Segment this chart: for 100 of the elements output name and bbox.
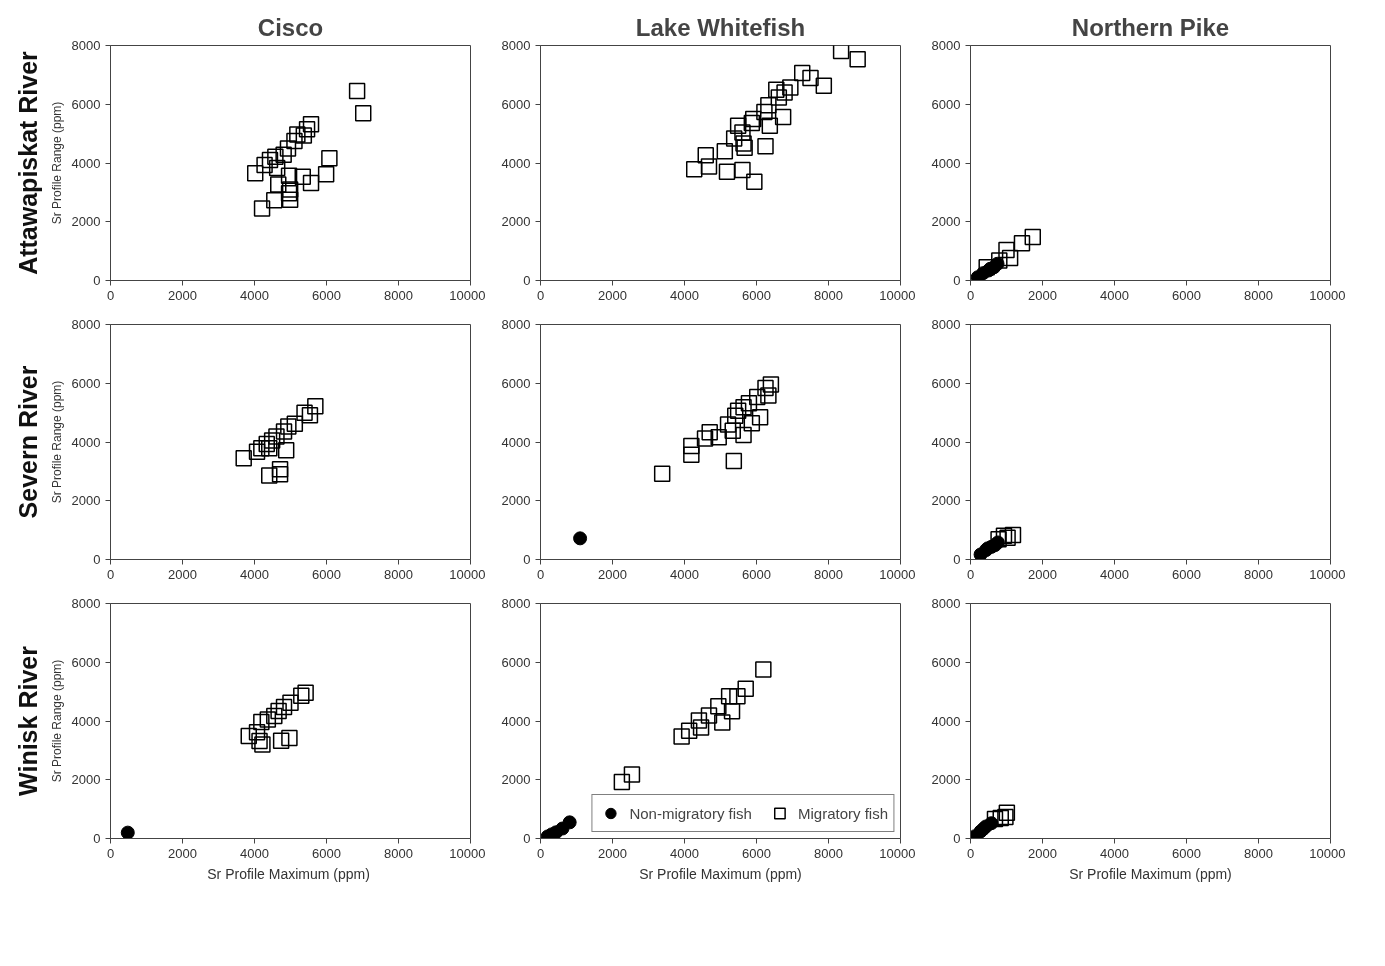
x-tick-label: 6000 [742,845,771,861]
y-tick-label: 0 [523,273,531,288]
point [735,426,752,444]
point [348,82,366,100]
point [718,163,736,181]
point [774,108,792,126]
y-tick-label: 4000 [501,155,531,171]
chart-title: Cisco [257,13,324,41]
y-axis-title: Sr Profile Range (ppm) [49,380,64,504]
point [261,467,278,484]
point [720,688,738,705]
y-tick-label: 2000 [931,214,961,230]
y-tick-label: 8000 [931,38,961,53]
point [301,407,319,424]
point [1001,249,1019,267]
point [317,165,335,183]
point [696,430,714,447]
y-tick-label: 2000 [71,493,101,509]
point [235,449,252,467]
y-tick-label: 0 [523,831,531,846]
x-tick-label: 10000 [449,566,486,582]
x-tick-label: 4000 [240,287,269,303]
x-tick-label: 6000 [1172,845,1201,861]
x-tick-label: 2000 [1028,566,1057,582]
point [263,432,281,449]
point [251,732,268,750]
point [281,729,298,747]
x-tick-label: 8000 [1244,566,1273,582]
x-tick-label: 4000 [670,845,699,861]
point [286,415,304,433]
x-tick-label: 6000 [742,566,771,582]
x-tick-label: 10000 [1309,845,1346,861]
point [298,120,316,138]
point [849,51,866,68]
point [748,388,766,406]
y-tick-label: 8000 [931,317,961,332]
point [354,105,372,122]
y-tick-label: 4000 [931,713,961,729]
point [683,446,700,463]
point [271,466,289,483]
point [832,45,850,60]
point [746,173,763,191]
y-tick-label: 6000 [501,654,531,670]
point [1004,526,1022,544]
point [815,77,833,94]
point [295,127,313,144]
point [760,96,777,114]
point [714,714,731,731]
text: Winisk River [13,645,42,796]
y-tick-label: 2000 [501,493,531,509]
y-tick-label: 6000 [71,654,101,670]
point [268,159,286,177]
point [725,452,743,470]
x-tick-label: 6000 [742,287,771,303]
y-tick-label: 6000 [71,96,101,112]
y-tick-label: 2000 [501,214,531,230]
point [756,103,773,121]
point [723,703,741,720]
point [755,661,772,678]
y-tick-label: 0 [93,273,101,288]
x-tick-label: 4000 [670,566,699,582]
legend-label: Non-migratory fish [629,804,752,822]
point [673,728,690,745]
x-tick-label: 4000 [670,287,699,303]
x-tick-label: 2000 [1028,845,1057,861]
y-tick-label: 2000 [931,493,961,509]
point [321,150,338,167]
point [725,130,743,147]
x-tick-label: 8000 [384,845,413,861]
x-tick-label: 8000 [814,566,843,582]
point [716,143,734,160]
x-tick-label: 8000 [814,287,843,303]
point [248,723,266,741]
point [307,397,324,415]
x-tick-label: 6000 [1172,566,1201,582]
point [697,147,714,164]
y-tick-label: 6000 [501,96,531,112]
text: Severn River [13,365,42,519]
x-tick-label: 6000 [1172,287,1201,303]
point [289,126,306,143]
y-tick-label: 4000 [931,155,961,171]
y-tick-label: 2000 [931,772,961,788]
point [735,135,752,152]
point [710,698,727,715]
point [275,146,292,164]
x-tick-label: 8000 [1244,845,1273,861]
y-tick-label: 6000 [931,654,961,670]
point [782,79,799,96]
y-tick-label: 8000 [71,596,101,611]
y-tick-label: 4000 [501,713,531,729]
point [700,707,718,724]
point [737,680,754,697]
point [275,423,293,440]
y-tick-label: 2000 [71,214,101,230]
y-tick-label: 8000 [931,596,961,611]
chart-title: Northern Pike [1071,13,1230,41]
point [282,694,299,712]
point [793,64,811,82]
point [729,402,747,420]
y-tick-label: 0 [953,273,961,288]
